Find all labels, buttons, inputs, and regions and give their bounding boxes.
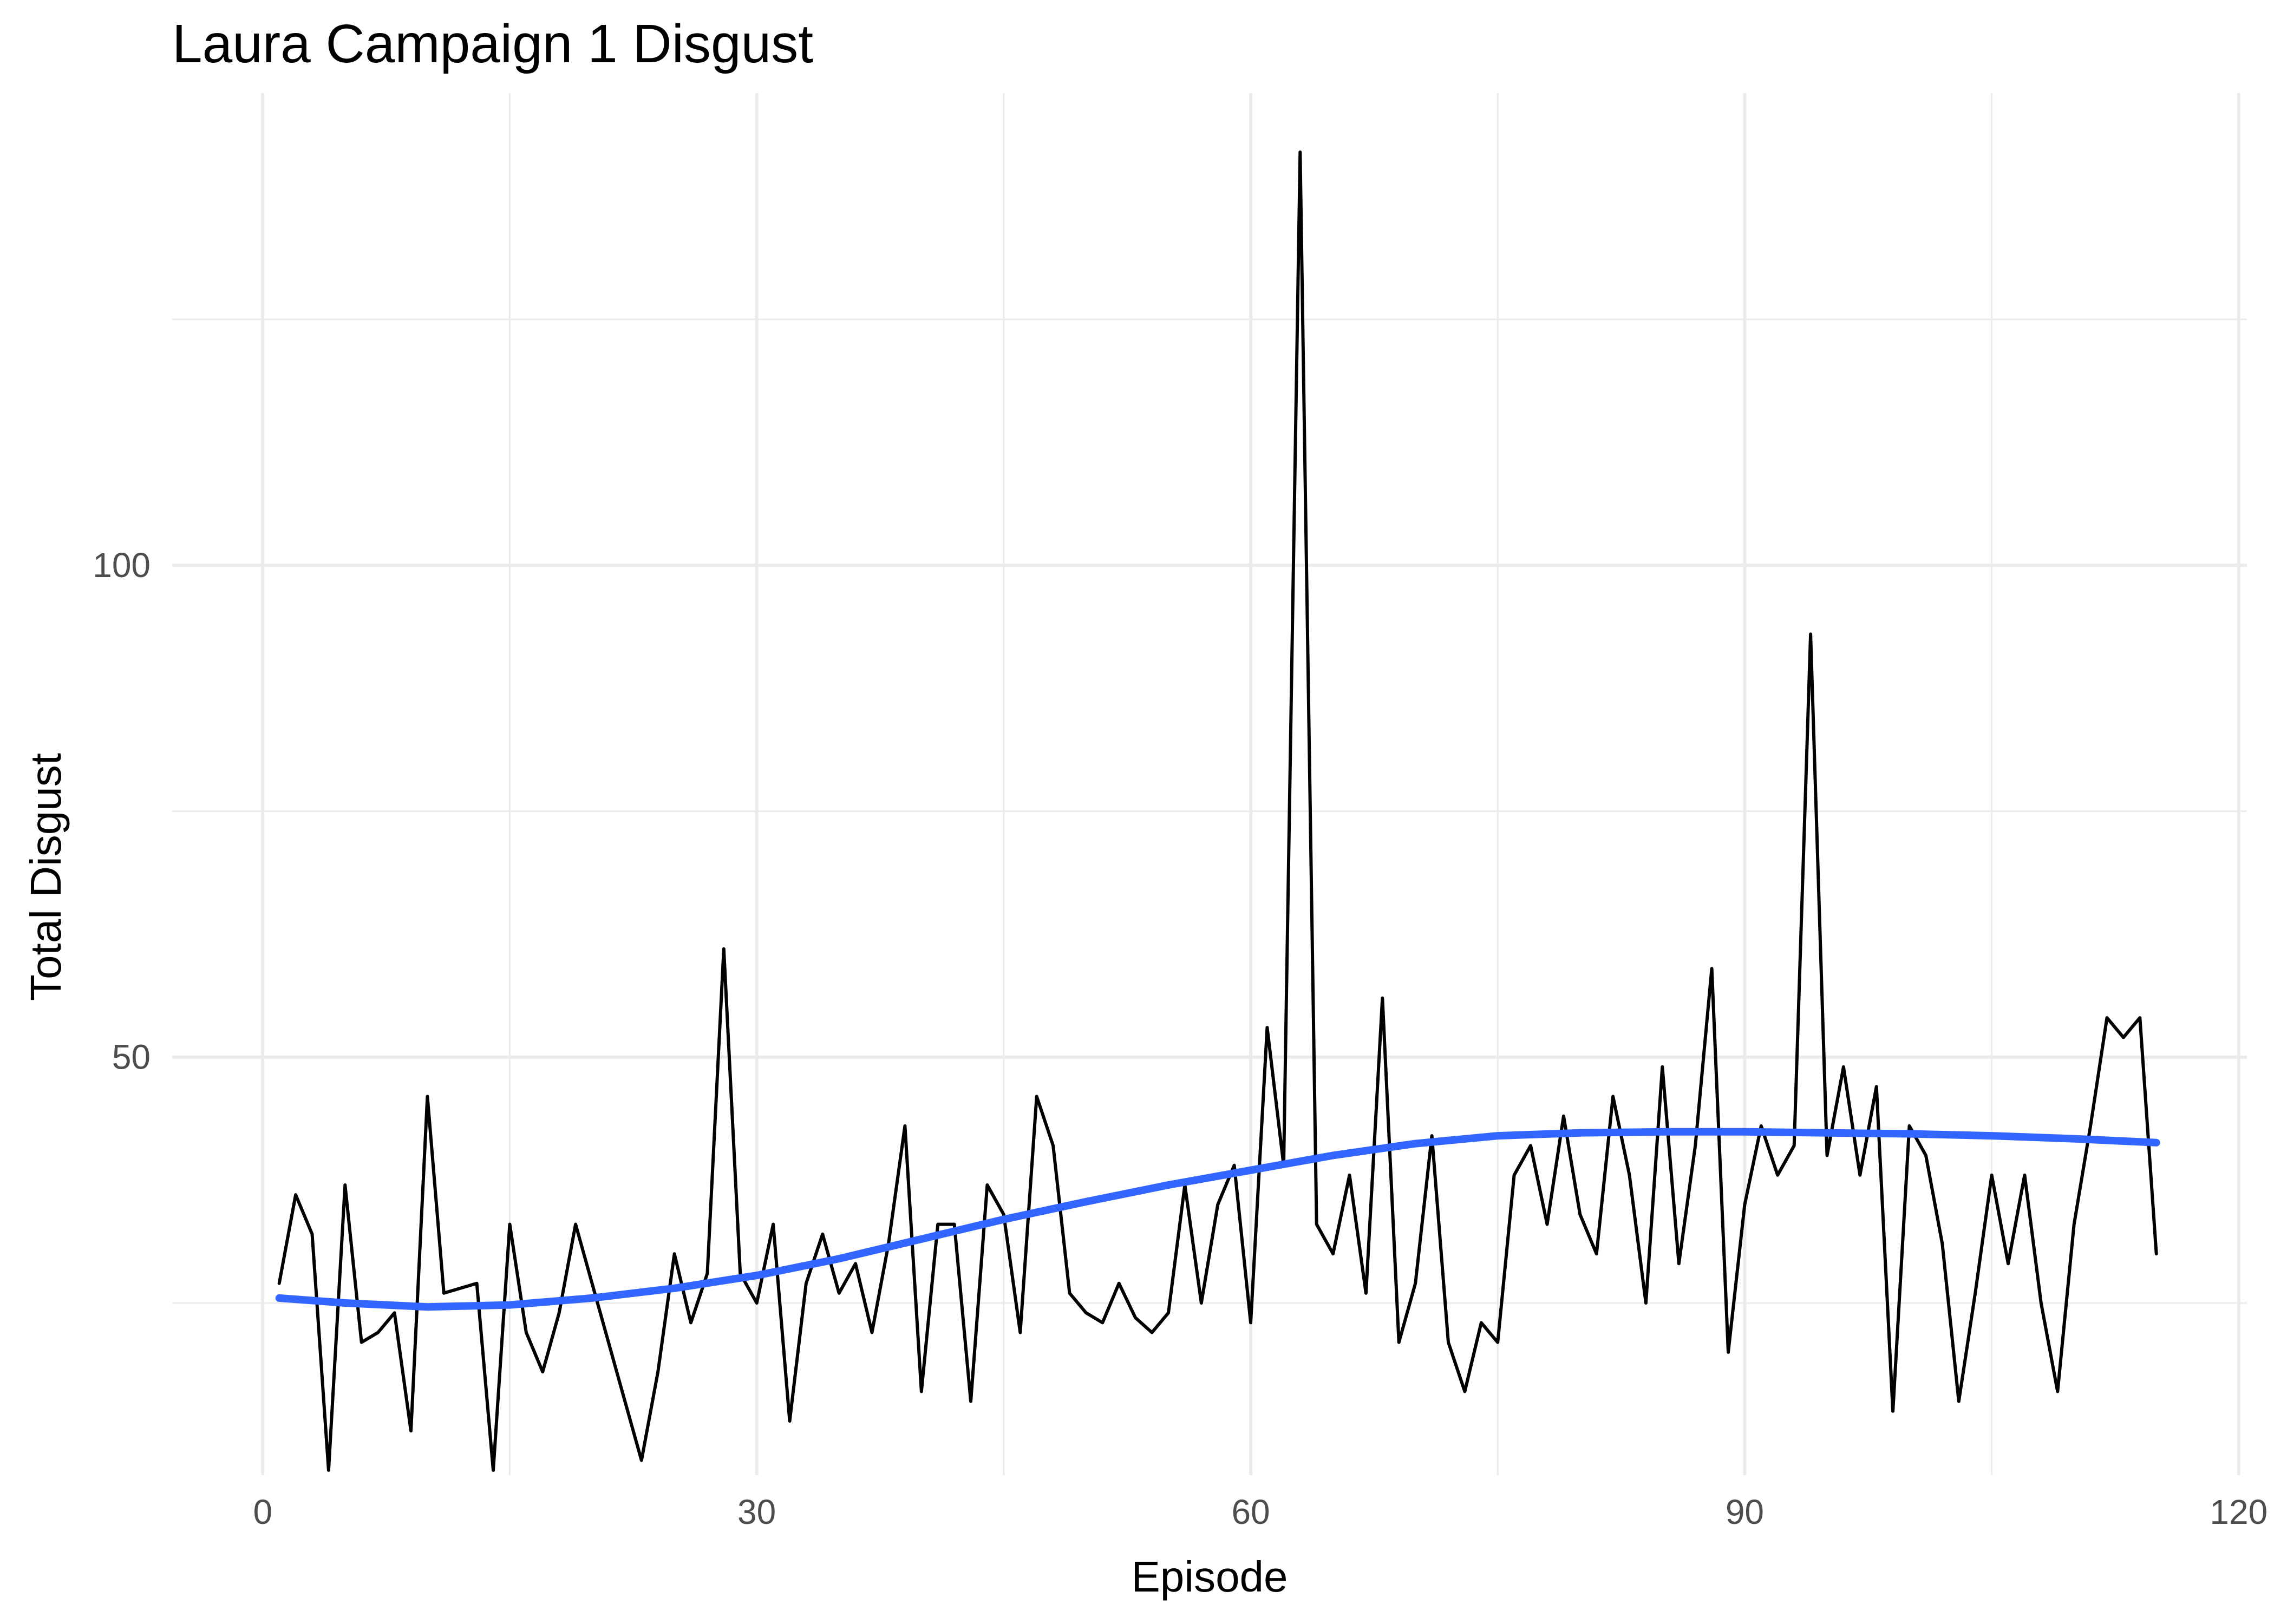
- series-line-disgust: [277, 150, 2158, 1472]
- minor-gridlines: [172, 93, 2247, 1475]
- y-tick-labels: 50 100: [93, 546, 151, 1077]
- chart-title: Laura Campaign 1 Disgust: [172, 14, 813, 74]
- series-layer: [275, 150, 2160, 1472]
- x-tick-label: 0: [253, 1492, 272, 1531]
- y-tick-label: 100: [93, 546, 151, 585]
- y-tick-label: 50: [112, 1038, 151, 1077]
- y-axis-title: Total Disgust: [22, 753, 70, 1001]
- x-axis-title: Episode: [1131, 1553, 1288, 1601]
- major-gridlines: [172, 93, 2247, 1475]
- x-tick-label: 30: [737, 1492, 776, 1531]
- x-tick-label: 120: [2210, 1492, 2268, 1531]
- x-tick-labels: 0 30 60 90 120: [253, 1492, 2268, 1531]
- series-line-trend: [275, 1128, 2160, 1311]
- x-tick-label: 60: [1231, 1492, 1270, 1531]
- x-tick-label: 90: [1726, 1492, 1764, 1531]
